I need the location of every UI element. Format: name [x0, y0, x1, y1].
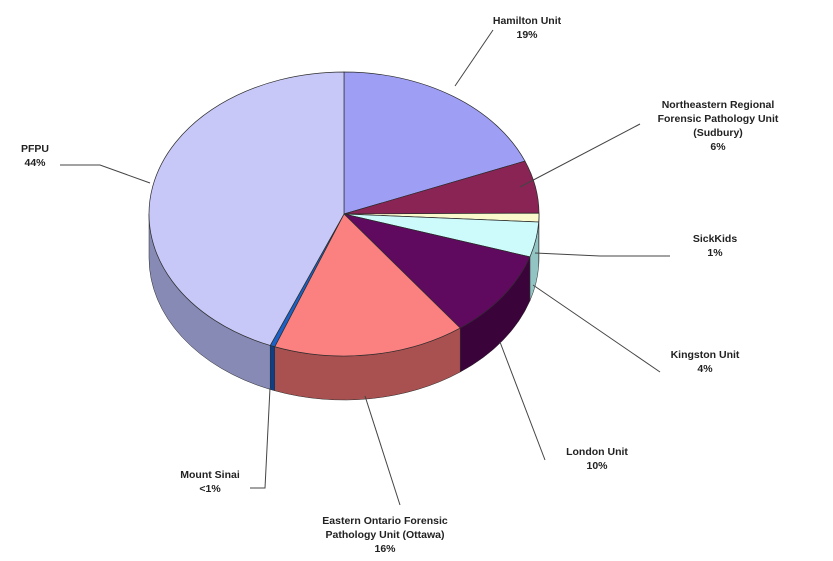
leader-london-unit	[499, 341, 546, 461]
label-eastern-ontario-forensic-pathology-unit-ottawa: Eastern Ontario Forensic Pathology Unit (…	[322, 515, 448, 555]
label-line: (Sudbury)	[693, 127, 743, 139]
leader-sickkids	[534, 252, 670, 257]
label-mount-sinai: Mount Sinai <1%	[180, 469, 240, 495]
label-hamilton-unit: Hamilton Unit 19%	[493, 15, 562, 41]
label-sickkids: SickKids 1%	[693, 233, 738, 259]
pie-slice-pfpu	[148, 71, 345, 346]
label-line: 16%	[374, 543, 396, 555]
label-pfpu: PFPU 44%	[21, 143, 49, 169]
label-kingston-unit: Kingston Unit 4%	[671, 349, 740, 375]
label-line: London Unit	[566, 446, 628, 458]
label-line: Forensic Pathology Unit	[658, 113, 779, 125]
label-line: Hamilton Unit	[493, 15, 562, 27]
slice-labels: Hamilton Unit 19% Northeastern Regional For…	[21, 15, 779, 555]
label-line: Kingston Unit	[671, 349, 740, 361]
label-line: Mount Sinai	[180, 469, 240, 481]
pie-slice-hamilton-unit	[343, 71, 526, 215]
label-line: <1%	[199, 483, 221, 495]
leader-pfpu	[60, 164, 151, 184]
leader-eastern-ontario-forensic-pathology-unit-ottawa	[364, 395, 401, 506]
pie-side-mount-sinai	[269, 345, 276, 392]
label-line: Eastern Ontario Forensic	[322, 515, 448, 527]
label-line: PFPU	[21, 143, 49, 155]
label-line: Northeastern Regional	[662, 99, 775, 111]
label-line: Pathology Unit (Ottawa)	[326, 529, 445, 541]
label-line: 4%	[697, 363, 713, 375]
label-line: 19%	[516, 29, 538, 41]
label-line: 10%	[586, 460, 608, 472]
label-london-unit: London Unit 10%	[566, 446, 628, 472]
label-line: SickKids	[693, 233, 738, 245]
leader-hamilton-unit	[454, 29, 494, 87]
label-line: 44%	[24, 157, 46, 169]
pie-slice-london-unit	[342, 213, 531, 329]
label-line: 6%	[710, 141, 726, 153]
leader-lines	[60, 29, 670, 506]
label-northeastern-regional-forensic-pathology-unit-sudbury: Northeastern Regional Forensic Pathology …	[658, 99, 779, 153]
leader-kingston-unit	[532, 284, 661, 373]
leader-northeastern-regional-forensic-pathology-unit-sudbury	[519, 123, 641, 188]
leader-mount-sinai	[250, 387, 271, 489]
pie-slices	[148, 71, 540, 357]
label-line: 1%	[707, 247, 723, 259]
pie-slice-eastern-ontario-forensic-pathology-unit-ottawa	[274, 213, 461, 357]
